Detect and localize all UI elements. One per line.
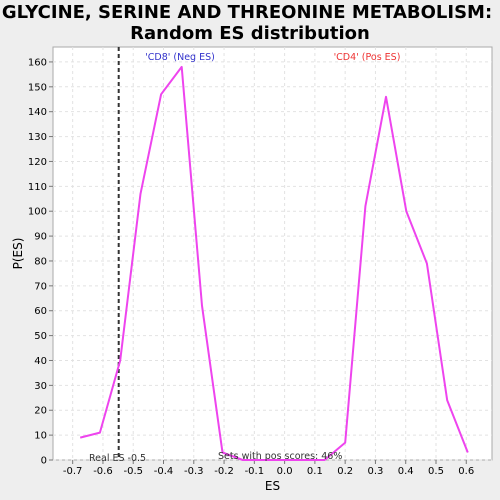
x-tick-label: -0.1: [245, 466, 265, 477]
y-tick-label: 110: [28, 182, 47, 193]
axes: 0 10 20 30 40 50 60 70 80 90 100 110 120 130 140 150 160…: [28, 57, 474, 477]
x-tick-label: 0.3: [367, 466, 383, 477]
series-line: [79, 65, 469, 461]
y-tick-label: 120: [28, 157, 47, 168]
x-tick-label: 0.2: [337, 466, 353, 477]
y-tick-label: 140: [28, 107, 47, 118]
y-tick-label: 60: [34, 306, 47, 317]
data-layer: [79, 47, 469, 461]
plot-area: [52, 46, 493, 461]
y-tick-label: 20: [34, 406, 47, 417]
y-tick-label: 100: [28, 207, 47, 218]
y-tick-label: 10: [34, 431, 47, 442]
x-axis-label: ES: [265, 479, 280, 493]
pos-es-label: 'CD4' (Pos ES): [334, 52, 401, 63]
chart-title-line1: GLYCINE, SERINE AND THREONINE METABOLISM…: [2, 2, 492, 23]
x-tick-label: 0.5: [428, 466, 444, 477]
y-tick-label: 40: [34, 356, 47, 367]
y-tick-label: 160: [28, 57, 47, 68]
x-tick-label: -0.5: [123, 466, 143, 477]
x-tick-label: 0.1: [307, 466, 323, 477]
real-es-label: Real ES -0.5: [89, 453, 146, 464]
y-tick-label: 150: [28, 82, 47, 93]
x-tick-label: -0.3: [184, 466, 204, 477]
x-tick-label: -0.4: [154, 466, 174, 477]
pos-scores-label: Sets with pos scores: 46%: [218, 451, 342, 462]
neg-es-label: 'CD8' (Neg ES): [145, 52, 215, 63]
x-tick-label: 0.0: [277, 466, 293, 477]
x-tick-label: 0.6: [458, 466, 474, 477]
x-tick-label: -0.2: [214, 466, 234, 477]
y-tick-label: 90: [34, 232, 47, 243]
x-tick-label: 0.4: [398, 466, 414, 477]
y-tick-label: 50: [34, 331, 47, 342]
chart-title-line2: Random ES distribution: [130, 23, 370, 44]
y-tick-label: 0: [41, 456, 47, 467]
y-axis-label: P(ES): [11, 238, 25, 270]
x-tick-label: -0.7: [63, 466, 83, 477]
y-tick-label: 70: [34, 281, 47, 292]
x-tick-label: -0.6: [93, 466, 113, 477]
y-tick-label: 30: [34, 381, 47, 392]
y-tick-label: 80: [34, 256, 47, 267]
y-tick-label: 130: [28, 132, 47, 143]
